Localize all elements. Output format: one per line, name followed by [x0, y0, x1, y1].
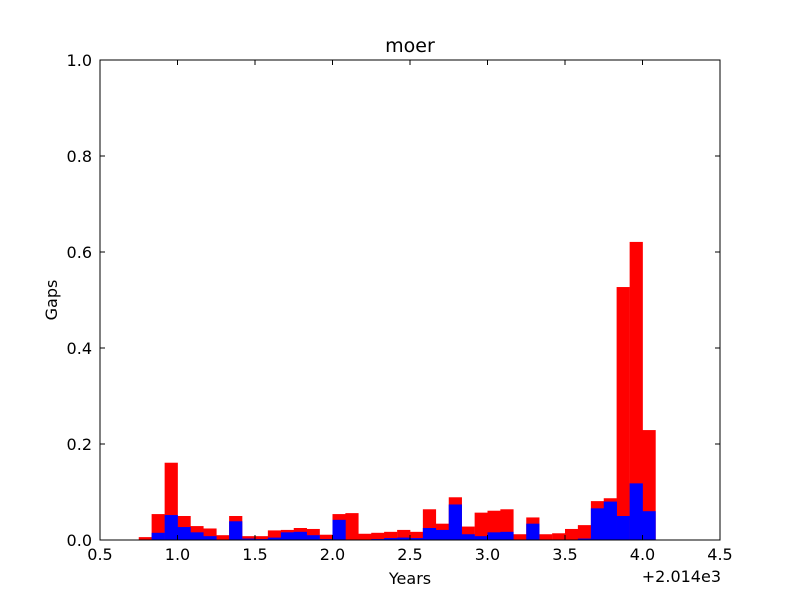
red-bar-13	[306, 528, 320, 540]
red-bar-9	[255, 536, 269, 540]
red-bar-32	[552, 533, 566, 540]
chart-title: moer	[385, 35, 435, 57]
blue-bar-21	[410, 538, 424, 540]
red-bar-17	[358, 533, 372, 540]
red-bar-29	[513, 534, 527, 540]
x-tick-label-4: 2.5	[397, 545, 422, 564]
red-bar-5	[203, 528, 217, 540]
blue-bar-7	[229, 521, 243, 540]
y-axis-ticks: 0.0 0.2 0.4 0.6 0.8 1.0	[67, 51, 720, 550]
red-bar-16	[345, 513, 359, 540]
red-bar-0	[138, 537, 152, 540]
blue-bar-34	[577, 538, 592, 540]
x-axis-label: Years	[388, 569, 431, 588]
x-tick-label-0: 0.5	[87, 545, 112, 564]
red-bar-10	[267, 530, 282, 540]
y-tick-label-0: 0.0	[67, 531, 92, 550]
blue-bar-10	[267, 537, 282, 540]
blue-bar-26	[474, 536, 488, 540]
blue-bar-2	[164, 515, 178, 540]
blue-bar-15	[332, 519, 346, 540]
blue-series-bars	[151, 483, 656, 540]
y-axis-label: Gaps	[42, 280, 61, 321]
blue-bar-12	[293, 531, 307, 540]
y-tick-label-4: 0.8	[67, 147, 92, 166]
blue-bar-27	[487, 532, 501, 540]
x-tick-label-1: 1.0	[165, 545, 190, 564]
blue-bar-5	[203, 536, 217, 540]
red-bar-38	[629, 241, 643, 541]
x-tick-label-2: 1.5	[242, 545, 267, 564]
red-bar-26	[474, 512, 488, 540]
red-bar-37	[616, 287, 630, 540]
x-tick-label-3: 2.0	[320, 545, 345, 564]
red-bar-21	[410, 531, 424, 540]
blue-bar-28	[500, 531, 514, 540]
red-bar-18	[371, 532, 385, 540]
blue-bar-25	[461, 534, 475, 540]
red-bar-19	[384, 531, 398, 540]
red-bar-34	[577, 525, 592, 540]
x-axis-offset-label: +2.014e3	[642, 567, 721, 586]
blue-bar-39	[642, 511, 656, 540]
blue-bar-36	[603, 501, 617, 540]
y-tick-label-2: 0.4	[67, 339, 92, 358]
blue-bar-22	[422, 528, 437, 540]
x-tick-label-6: 3.5	[552, 545, 577, 564]
y-tick-label-3: 0.6	[67, 243, 92, 262]
blue-bar-8	[242, 538, 256, 540]
blue-bar-13	[306, 535, 320, 540]
blue-bar-3	[177, 527, 191, 540]
blue-bar-23	[435, 529, 450, 540]
blue-bar-4	[190, 532, 204, 540]
x-tick-label-7: 4.0	[630, 545, 655, 564]
blue-bar-37	[616, 516, 630, 540]
red-bar-33	[565, 528, 579, 540]
blue-bar-11	[280, 532, 295, 540]
y-tick-label-5: 1.0	[67, 51, 92, 70]
blue-bar-38	[629, 483, 643, 540]
red-bar-6	[216, 535, 230, 540]
x-tick-label-5: 3.0	[475, 545, 500, 564]
red-bar-14	[319, 534, 333, 540]
red-bar-31	[539, 534, 553, 540]
red-bar-20	[397, 529, 411, 540]
blue-bar-35	[590, 508, 605, 540]
blue-bar-20	[397, 537, 411, 540]
blue-bar-1	[151, 532, 165, 540]
y-tick-label-1: 0.2	[67, 435, 92, 454]
x-axis-ticks: 0.5 1.0 1.5 2.0 2.5 3.0 3.5 4.0 4.5	[87, 60, 733, 564]
blue-bar-19	[384, 538, 398, 540]
blue-bar-30	[526, 523, 540, 540]
red-bar-8	[242, 536, 256, 540]
blue-bar-24	[448, 504, 462, 540]
x-tick-label-8: 4.5	[707, 545, 732, 564]
